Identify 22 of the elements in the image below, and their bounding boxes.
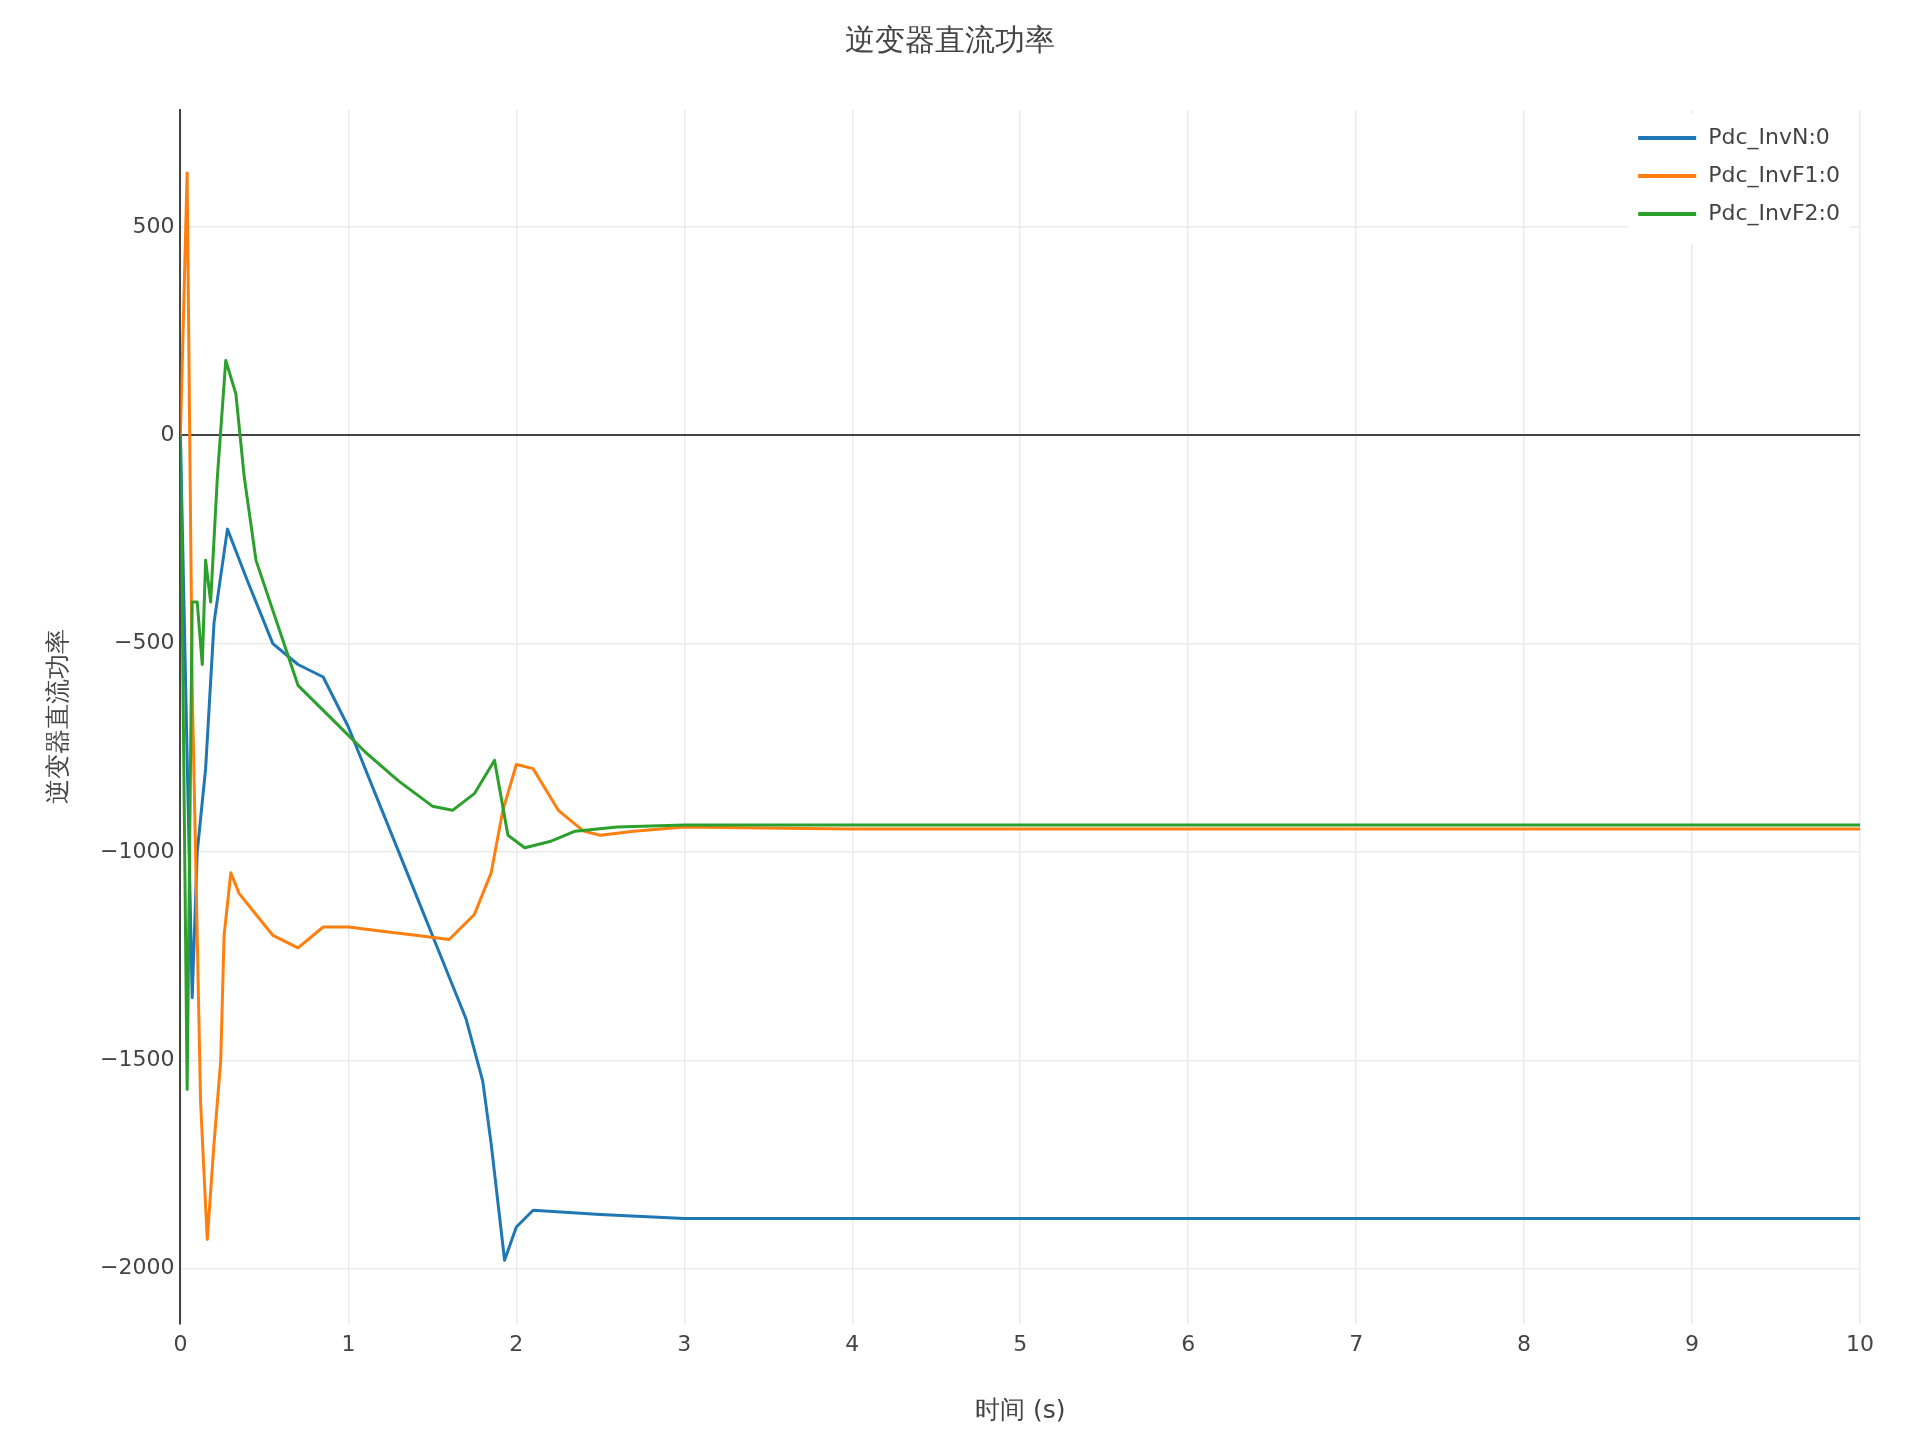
- y-axis-title: 逆变器直流功率: [42, 629, 72, 805]
- y-tick-label: −1500: [100, 1046, 175, 1072]
- x-tick-label: 5: [1013, 1330, 1028, 1356]
- y-tick-label: 500: [132, 212, 175, 238]
- x-tick-label: 7: [1349, 1330, 1364, 1356]
- x-tick-label: 6: [1181, 1330, 1196, 1356]
- legend-label: Pdc_InvF1:0: [1708, 161, 1840, 188]
- x-axis-title: 时间 (s): [974, 1394, 1066, 1424]
- x-tick-label: 3: [677, 1330, 692, 1356]
- x-tick-label: 1: [341, 1330, 356, 1356]
- x-tick-label: 8: [1517, 1330, 1532, 1356]
- x-tick-label: 9: [1685, 1330, 1700, 1356]
- y-tick-label: 0: [160, 421, 175, 447]
- x-tick-label: 4: [845, 1330, 860, 1356]
- x-tick-label: 2: [509, 1330, 524, 1356]
- y-tick-label: −2000: [100, 1254, 175, 1280]
- chart-title: 逆变器直流功率: [845, 21, 1055, 57]
- legend-label: Pdc_InvN:0: [1708, 123, 1830, 150]
- x-tick-label: 10: [1846, 1330, 1874, 1356]
- legend-label: Pdc_InvF2:0: [1708, 199, 1840, 226]
- y-tick-label: −500: [113, 629, 175, 655]
- y-tick-label: −1000: [100, 837, 175, 863]
